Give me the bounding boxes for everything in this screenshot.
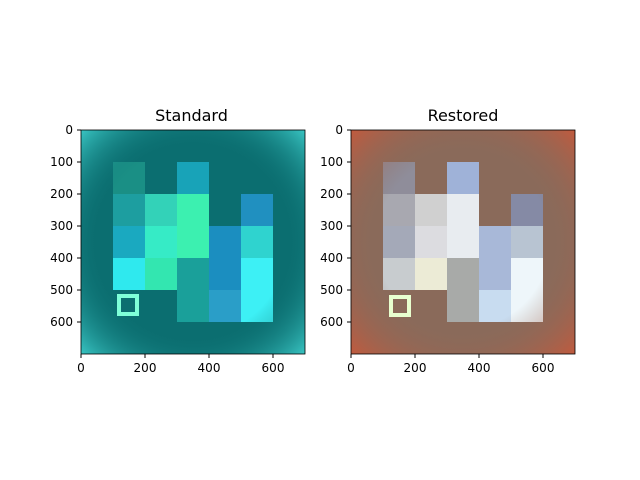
x-tick-label: 400	[468, 361, 491, 375]
y-axis: 0 100 200 300 400 500 600	[50, 123, 81, 329]
image-area	[351, 130, 575, 354]
axes-frame	[80, 129, 306, 355]
panel-restored: Restored 0 200 400 600 0 100	[320, 106, 576, 375]
y-tick-label: 100	[50, 155, 73, 169]
x-axis: 0 200 400 600	[347, 354, 554, 375]
y-tick-label: 200	[50, 187, 73, 201]
y-tick-label: 400	[50, 251, 73, 265]
y-tick-label: 0	[335, 123, 343, 137]
x-tick-label: 200	[404, 361, 427, 375]
axes-frame	[350, 129, 576, 355]
x-tick-label: 600	[262, 361, 285, 375]
y-tick-label: 500	[50, 283, 73, 297]
panel-standard: Standard 0 200 400 600 0 100	[50, 106, 306, 375]
x-tick-label: 600	[532, 361, 555, 375]
panel-title: Restored	[428, 106, 499, 125]
x-axis: 0 200 400 600	[77, 354, 284, 375]
small-square-marker	[117, 294, 139, 316]
y-tick-label: 500	[320, 283, 343, 297]
small-square-marker	[389, 295, 411, 317]
y-tick-label: 300	[50, 219, 73, 233]
y-tick-label: 200	[320, 187, 343, 201]
image-area	[81, 130, 305, 354]
y-tick-label: 400	[320, 251, 343, 265]
y-tick-label: 0	[65, 123, 73, 137]
y-tick-label: 300	[320, 219, 343, 233]
x-tick-label: 0	[347, 361, 355, 375]
image-edge-glow	[351, 130, 575, 354]
image-edge-glow	[81, 130, 305, 354]
x-tick-label: 0	[77, 361, 85, 375]
y-tick-label: 600	[50, 315, 73, 329]
panel-title: Standard	[155, 106, 228, 125]
y-tick-label: 600	[320, 315, 343, 329]
y-tick-label: 100	[320, 155, 343, 169]
x-tick-label: 200	[134, 361, 157, 375]
y-axis: 0 100 200 300 400 500 600	[320, 123, 351, 329]
x-tick-label: 400	[198, 361, 221, 375]
